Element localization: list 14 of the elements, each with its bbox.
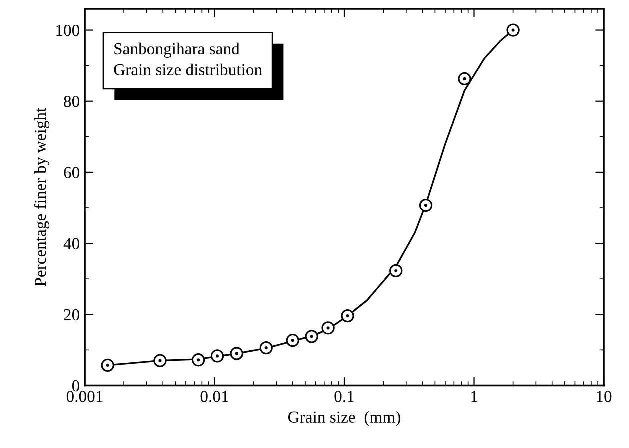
x-tick-label: 0.001 [66, 391, 103, 402]
y-tick-label: 60 [64, 167, 80, 178]
x-axis-title: Grain size (mm) [288, 411, 400, 426]
x-tick-label: 1 [472, 391, 478, 402]
y-tick-label: 0 [72, 380, 80, 392]
y-tick-label: 80 [64, 96, 80, 108]
y-tick-label: 40 [64, 238, 80, 250]
x-tick-label: 10 [597, 391, 612, 402]
y-axis-title: Percentage finer by weight [34, 108, 50, 286]
x-tick-label: 0.1 [334, 391, 354, 402]
annotation: Sanbongihara sand Grain size distribution [114, 42, 262, 76]
y-tick-label: 20 [64, 309, 80, 321]
y-tick-label: 100 [56, 24, 80, 36]
x-tick-label: 0.01 [200, 391, 228, 402]
